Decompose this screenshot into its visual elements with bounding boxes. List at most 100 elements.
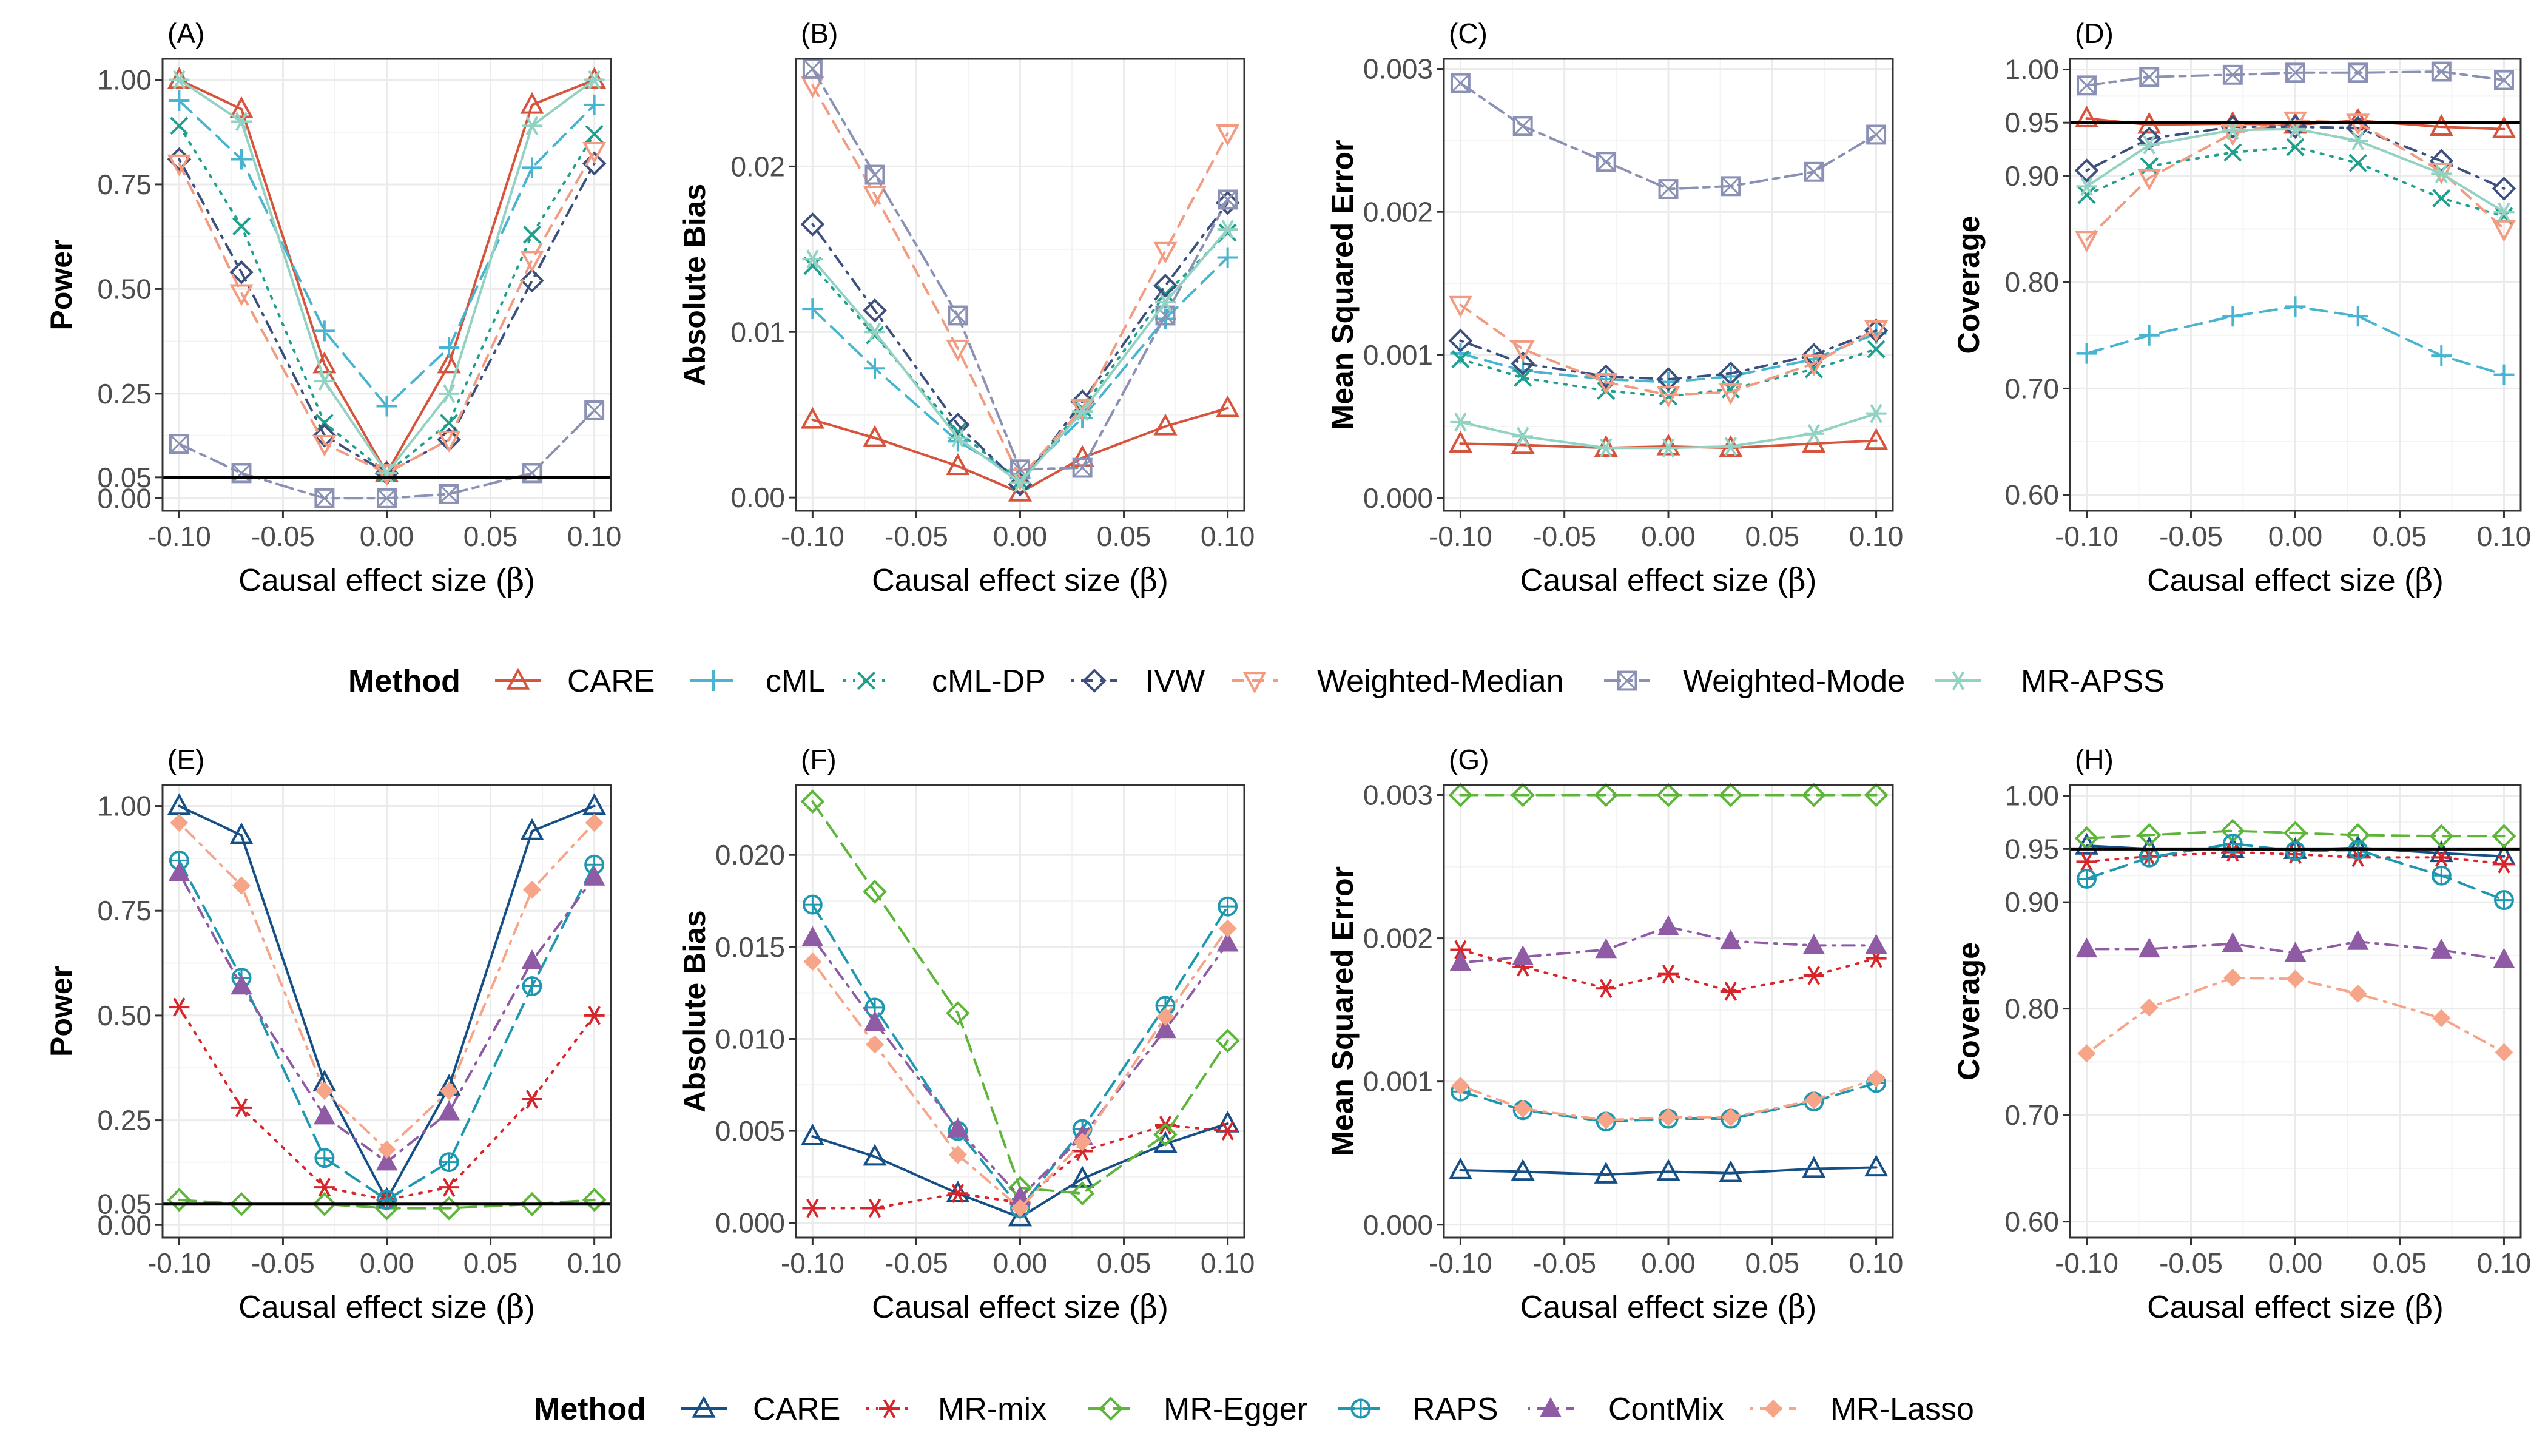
- data-point: [946, 453, 970, 476]
- data-point: [229, 96, 254, 118]
- panel-tag: (E): [167, 744, 204, 775]
- data-point: [520, 1191, 544, 1216]
- data-point: [800, 789, 825, 814]
- data-point: [1450, 940, 1471, 960]
- data-point-box: [802, 58, 823, 79]
- data-point: [1719, 1160, 1743, 1182]
- legend-label: MR-Lasso: [1830, 1392, 1974, 1427]
- data-point-box: [522, 463, 542, 484]
- data-point-cross: [439, 484, 459, 504]
- x-tick-label: 0.00: [1641, 1247, 1696, 1279]
- data-point-cross: [2078, 870, 2095, 888]
- data-point: [312, 1191, 337, 1216]
- data-point: [2348, 62, 2368, 83]
- legend-item-ivw: IVW: [1071, 664, 1205, 699]
- data-point: [2431, 865, 2452, 886]
- data-point-cross: [2287, 842, 2304, 860]
- data-point: [167, 67, 191, 89]
- data-point: [947, 1117, 969, 1138]
- data-point-box: [231, 463, 252, 484]
- data-point: [1864, 783, 1889, 807]
- data-point: [948, 305, 968, 326]
- data-point-box: [584, 400, 605, 420]
- x-tick-label: 0.00: [1641, 521, 1696, 552]
- data-point: [314, 1148, 335, 1168]
- data-point-cross: [377, 488, 397, 508]
- series-care: [1448, 1154, 1889, 1184]
- data-point-box: [1804, 161, 1824, 182]
- legend-key-marker-cross: [1352, 1400, 1370, 1418]
- y-tick-label: 1.00: [2004, 780, 2059, 812]
- data-point: [1215, 190, 1240, 215]
- x-tick-label: -0.10: [147, 521, 211, 552]
- data-point: [1448, 1157, 1472, 1179]
- data-point: [584, 400, 605, 420]
- data-point: [439, 484, 459, 504]
- x-tick-label: 0.05: [1097, 521, 1151, 552]
- data-point: [1450, 73, 1471, 93]
- data-point: [2138, 325, 2160, 346]
- x-tick-label: -0.10: [147, 1247, 211, 1279]
- x-axis-title-symbol: β: [2415, 1289, 2433, 1326]
- y-tick-label: 0.02: [730, 150, 785, 182]
- x-tick-label: -0.10: [781, 1247, 844, 1279]
- data-point-box: [1596, 152, 1616, 172]
- legend-key-marker: [1099, 1397, 1123, 1421]
- data-point: [1073, 1133, 1092, 1151]
- data-point-cross: [2223, 65, 2242, 84]
- panel-c: -0.10 -0.05 0.00 0.05 0.10 0.000 0.001 0.002 0.0…: [1326, 18, 1903, 599]
- data-point: [168, 861, 190, 881]
- data-point: [2492, 824, 2516, 849]
- data-point: [802, 1198, 823, 1218]
- data-point-box: [2139, 67, 2160, 87]
- data-point: [2076, 852, 2097, 872]
- legend-label: Weighted-Mode: [1683, 664, 1905, 699]
- data-point: [1514, 1099, 1532, 1118]
- data-point: [1448, 431, 1472, 453]
- panel-f: -0.10 -0.05 0.00 0.05 0.10 0.000 0.005 0.010 0.0…: [678, 744, 1255, 1326]
- data-point: [1216, 395, 1240, 417]
- data-point: [1656, 1159, 1680, 1181]
- data-point: [1801, 783, 1826, 807]
- data-point: [2429, 149, 2454, 174]
- data-point-box: [1658, 179, 1679, 199]
- data-point: [314, 488, 335, 508]
- data-point: [1594, 364, 1619, 389]
- data-point: [2492, 177, 2516, 201]
- y-tick-label: 0.70: [2004, 372, 2059, 404]
- data-point: [1451, 350, 1470, 369]
- data-point: [2137, 823, 2162, 848]
- x-axis-title-close: ): [2433, 1290, 2443, 1325]
- data-point: [2431, 164, 2452, 184]
- data-point: [864, 322, 886, 342]
- data-point: [169, 434, 189, 454]
- data-point: [864, 358, 886, 379]
- data-point: [2493, 948, 2515, 968]
- legend-key-marker: [1764, 1399, 1783, 1418]
- legend-key-marker: [857, 671, 876, 690]
- y-axis-title: Absolute Bias: [678, 184, 712, 386]
- legend-key-marker: [1617, 670, 1637, 691]
- data-point-cross: [2140, 848, 2159, 866]
- data-point: [1802, 934, 1825, 954]
- data-point: [439, 337, 460, 358]
- data-point: [1448, 328, 1473, 353]
- data-point: [583, 865, 605, 886]
- x-axis-title-symbol: β: [2415, 562, 2433, 599]
- data-point: [2285, 62, 2305, 83]
- data-point: [2137, 126, 2162, 151]
- data-point: [2345, 116, 2370, 140]
- x-axis-title-close: ): [2433, 563, 2443, 598]
- data-point-box: [2222, 64, 2243, 85]
- plot-frame: [161, 58, 612, 512]
- data-point: [584, 94, 605, 115]
- x-tick-label: 0.10: [1201, 1247, 1255, 1279]
- x-tick-label: -0.05: [1532, 521, 1596, 552]
- legend-key-marker: [879, 1399, 900, 1418]
- data-point: [1072, 402, 1093, 422]
- data-point: [1594, 373, 1618, 396]
- data-point: [2348, 985, 2367, 1003]
- data-point: [802, 894, 823, 915]
- data-point: [1802, 354, 1826, 377]
- x-tick-label: 0.00: [993, 1247, 1048, 1279]
